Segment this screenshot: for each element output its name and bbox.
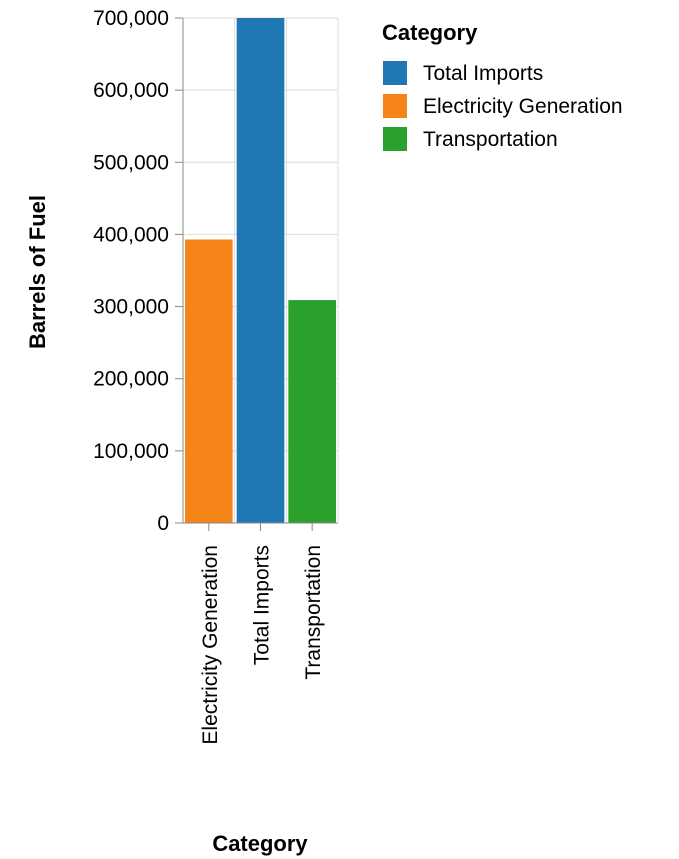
x-tick-label: Electricity Generation [199,545,222,745]
x-tick-label: Total Imports [251,545,274,665]
y-tick-label: 400,000 [93,223,169,246]
y-tick-label: 300,000 [93,296,169,319]
x-axis: Electricity Generation Total Imports Trans… [183,522,338,745]
y-tick-label: 600,000 [93,79,169,102]
legend-swatch [383,127,407,151]
bar [236,18,285,523]
legend: Category Total Imports Electricity Genera… [382,20,623,151]
x-tick-label: Transportation [302,545,325,680]
y-tick-label: 100,000 [93,440,169,463]
bar [185,239,233,523]
legend-title: Category [382,20,478,45]
bar [288,300,336,523]
bars [185,18,336,523]
legend-swatch [383,61,407,85]
y-tick-label: 700,000 [93,7,169,30]
y-tick-label: 500,000 [93,151,169,174]
x-axis-title: Category [212,831,308,856]
y-tick-label: 0 [157,512,169,535]
legend-label: Electricity Generation [423,95,623,118]
y-tick-label: 200,000 [93,368,169,391]
y-axis: 0 100,000 200,000 300,000 400,000 500,000 600,… [93,7,184,535]
legend-swatch [383,94,407,118]
y-axis-title: Barrels of Fuel [25,195,50,349]
legend-label: Total Imports [423,62,543,85]
legend-label: Transportation [423,128,558,151]
